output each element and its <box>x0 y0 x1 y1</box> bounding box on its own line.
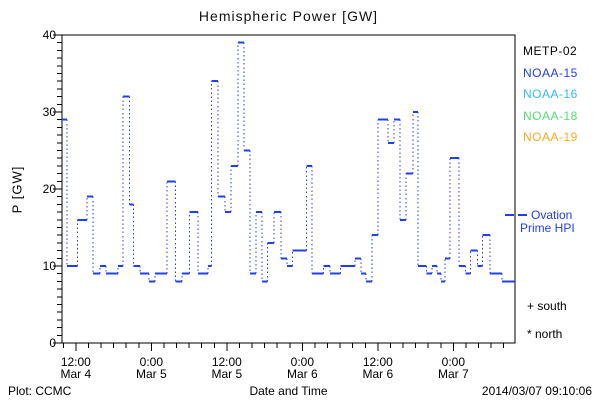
plot-timestamp: 2014/03/07 09:10:06 <box>481 384 592 398</box>
ovation-line1: Ovation <box>505 209 575 222</box>
marker-label: south <box>534 299 567 313</box>
x-tick-date: Mar 6 <box>286 367 318 381</box>
y-tick-label: 30 <box>42 105 56 119</box>
x-tick-time: 0:00 <box>441 355 465 369</box>
axis-frame <box>61 34 516 344</box>
ovation-label-2: Prime HPI <box>520 221 575 235</box>
legend-item-noaa-18: NOAA-18 <box>523 108 578 123</box>
x-tick-time: 12:00 <box>362 355 393 369</box>
legend-item-noaa-15: NOAA-15 <box>523 65 578 80</box>
plot-source: Plot: CCMC <box>8 384 72 398</box>
legend-dash-icon <box>518 213 527 216</box>
y-tick-label: 0 <box>49 336 56 350</box>
x-tick-date: Mar 6 <box>362 367 394 381</box>
marker-south: + south <box>527 299 567 313</box>
y-tick-label: 10 <box>42 259 56 273</box>
y-tick-label: 20 <box>42 182 56 196</box>
x-tick-date: Mar 5 <box>211 367 243 381</box>
y-tick-label: 40 <box>42 28 56 42</box>
plus-icon: + <box>527 299 535 313</box>
legend-item-noaa-19: NOAA-19 <box>523 130 578 145</box>
x-tick-time: 0:00 <box>290 355 314 369</box>
legend-item-noaa-16: NOAA-16 <box>523 87 578 102</box>
marker-label: north <box>531 327 563 341</box>
legend-item-metp-02: METP-02 <box>523 44 578 58</box>
asterisk-icon: * <box>527 327 532 341</box>
chart-title: Hemispheric Power [GW] <box>198 8 379 24</box>
legend-dash-icon <box>505 213 514 216</box>
x-tick-date: Mar 4 <box>60 367 92 381</box>
ovation-legend: Ovation Prime HPI <box>505 209 575 235</box>
marker-north: * north <box>527 327 562 341</box>
x-tick-date: Mar 5 <box>135 367 167 381</box>
x-tick-date: Mar 7 <box>437 367 469 381</box>
ovation-label: Ovation <box>531 208 573 222</box>
x-tick-time: 12:00 <box>211 355 242 369</box>
x-tick-time: 12:00 <box>60 355 91 369</box>
x-tick-time: 0:00 <box>139 355 163 369</box>
x-axis-label: Date and Time <box>249 384 328 398</box>
